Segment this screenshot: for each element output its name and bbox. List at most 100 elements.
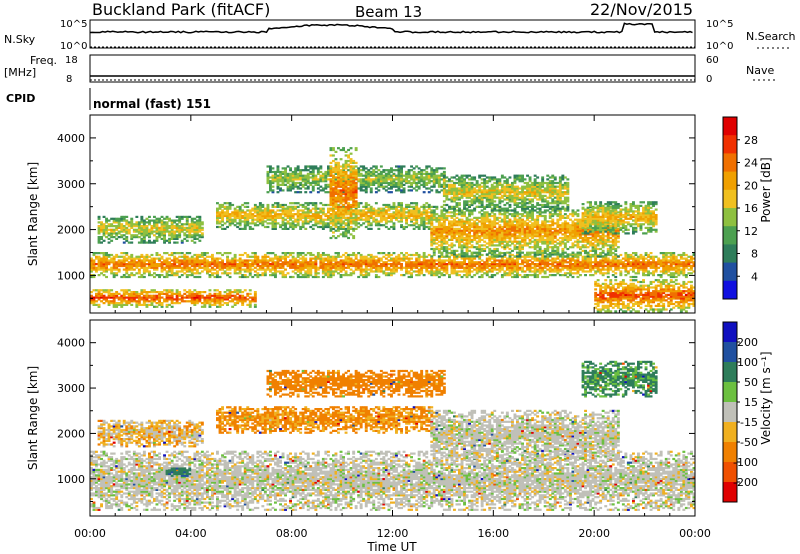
heatmap-cell <box>319 178 323 181</box>
heatmap-cell <box>430 238 434 241</box>
heatmap-cell <box>266 176 270 179</box>
heatmap-cell <box>125 292 129 295</box>
heatmap-cell <box>445 253 449 257</box>
heatmap-cell <box>387 174 391 177</box>
heatmap-cell <box>392 202 396 205</box>
heatmap-cell <box>125 237 129 240</box>
heatmap-cell <box>637 259 640 262</box>
heatmap-cell <box>216 222 219 225</box>
heatmap-cell <box>468 249 471 252</box>
heatmap-cell <box>168 264 171 268</box>
heatmap-cell <box>142 264 146 268</box>
heatmap-cell <box>158 303 161 306</box>
heatmap-cell <box>314 181 318 185</box>
heatmap-cell <box>216 211 219 214</box>
heatmap-cell <box>372 165 376 168</box>
heatmap-cell <box>221 264 224 268</box>
heatmap-cell <box>251 298 255 301</box>
heatmap-cell <box>173 219 177 222</box>
heatmap-cell <box>188 230 192 233</box>
heatmap-cell <box>218 275 222 279</box>
heatmap-cell <box>422 180 426 183</box>
heatmap-cell <box>193 237 197 240</box>
heatmap-cell <box>319 209 323 212</box>
heatmap-cell <box>405 255 408 258</box>
heatmap-cell <box>193 223 197 226</box>
heatmap-cell <box>158 263 161 266</box>
heatmap-cell <box>430 209 434 212</box>
heatmap-cell <box>591 264 595 268</box>
heatmap-cell <box>619 259 623 262</box>
heatmap-cell <box>576 264 580 268</box>
heatmap-cell <box>258 220 262 223</box>
heatmap-cell <box>256 211 260 214</box>
heatmap-cell <box>125 236 129 239</box>
heatmap-cell <box>422 172 426 175</box>
heatmap-cell <box>407 180 411 183</box>
heatmap-cell <box>258 202 262 205</box>
heatmap-cell <box>180 261 184 264</box>
heatmap-cell <box>304 191 308 194</box>
heatmap-cell <box>364 191 368 194</box>
heatmap-cell <box>211 259 214 262</box>
heatmap-cell <box>311 167 315 170</box>
heatmap-cell <box>100 241 103 244</box>
heatmap-cell <box>165 274 169 277</box>
heatmap-cell <box>258 213 262 216</box>
heatmap-cell <box>301 257 305 260</box>
heatmap-cell <box>233 218 237 221</box>
heatmap-cell <box>266 268 270 271</box>
heatmap-cell <box>301 216 305 219</box>
heatmap-cell <box>425 202 429 205</box>
heatmap-cell <box>112 274 116 277</box>
heatmap-cell <box>316 255 320 258</box>
heatmap-cell <box>223 302 227 305</box>
heatmap-cell <box>382 214 386 218</box>
heatmap-cell <box>584 255 587 258</box>
heatmap-cell <box>203 263 207 266</box>
heatmap-cell <box>475 261 479 264</box>
heatmap-cell <box>357 268 361 271</box>
heatmap-cell <box>531 266 534 269</box>
heatmap-cell <box>395 259 398 262</box>
heatmap-cell <box>692 253 696 257</box>
heatmap-cell <box>266 170 270 174</box>
heatmap-cell <box>173 237 177 240</box>
noise-right-label: N.Search <box>746 30 796 43</box>
heatmap-cell <box>508 259 512 262</box>
heatmap-cell <box>309 225 313 229</box>
heatmap-cell <box>289 264 292 268</box>
heatmap-cell <box>203 302 207 305</box>
heatmap-cell <box>284 214 287 218</box>
heatmap-cell <box>274 202 277 205</box>
heatmap-cell <box>369 189 373 192</box>
heatmap-cell <box>309 261 313 264</box>
heatmap-cell <box>354 216 358 219</box>
heatmap-cell <box>420 272 424 275</box>
heatmap-cell <box>475 229 479 232</box>
heatmap-cell <box>437 263 441 266</box>
heatmap-cell <box>122 226 126 229</box>
heatmap-cell <box>276 191 280 194</box>
heatmap-cell <box>127 263 131 266</box>
heatmap-cell <box>407 211 411 214</box>
heatmap-cell <box>440 263 444 266</box>
heatmap-cell <box>508 266 512 269</box>
heatmap-cell <box>130 226 134 229</box>
heatmap-cell <box>478 253 482 256</box>
heatmap-cell <box>400 264 403 268</box>
heatmap-cell <box>213 289 217 292</box>
heatmap-cell <box>319 264 323 268</box>
heatmap-cell <box>327 263 330 266</box>
heatmap-cell <box>316 268 320 271</box>
heatmap-cell <box>432 183 436 186</box>
heatmap-cell <box>430 266 434 269</box>
heatmap-cell <box>417 172 421 175</box>
heatmap-cell <box>440 167 444 170</box>
heatmap-cell <box>271 211 275 214</box>
heatmap-cell <box>120 259 124 262</box>
heatmap-cell <box>437 240 441 243</box>
heatmap-cell <box>269 181 272 185</box>
heatmap-cell <box>354 255 358 258</box>
heatmap-cell <box>271 264 275 268</box>
